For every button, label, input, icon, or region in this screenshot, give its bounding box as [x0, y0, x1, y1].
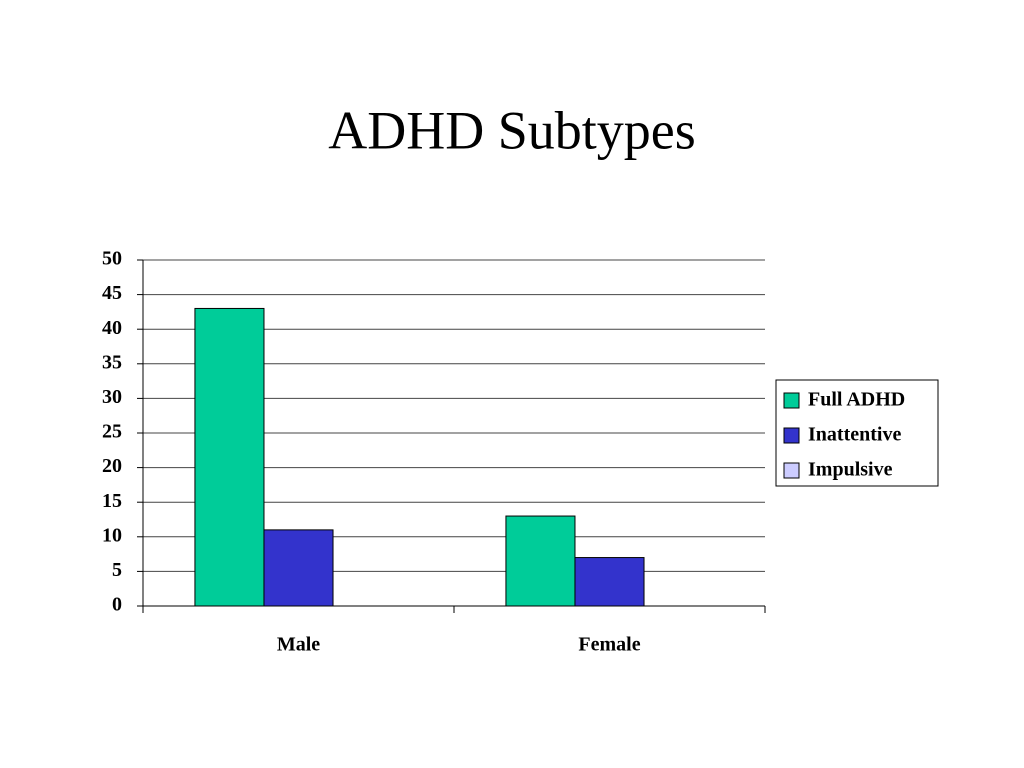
legend-swatch — [783, 427, 800, 444]
y-tick-label: 0 — [112, 594, 122, 616]
legend-swatch — [783, 462, 800, 479]
bar — [505, 515, 576, 607]
legend-label: Impulsive — [808, 459, 893, 481]
y-tick-label: 10 — [102, 524, 122, 546]
y-tick-label: 35 — [102, 351, 122, 373]
y-tick-label: 15 — [102, 490, 122, 512]
x-tick-label: Female — [578, 634, 640, 656]
legend-label: Inattentive — [808, 424, 901, 446]
y-tick-label: 20 — [102, 455, 122, 477]
legend-swatch — [783, 392, 800, 409]
bar — [574, 557, 645, 607]
y-tick-label: 50 — [102, 248, 122, 270]
legend-label: Full ADHD — [808, 389, 905, 411]
bar — [263, 529, 334, 607]
y-tick-label: 45 — [102, 282, 122, 304]
y-tick-label: 40 — [102, 317, 122, 339]
legend-box — [775, 379, 939, 487]
chart-title: ADHD Subtypes — [328, 100, 696, 160]
y-tick-label: 5 — [112, 559, 122, 581]
bar — [194, 307, 265, 607]
x-tick-label: Male — [277, 634, 320, 656]
y-tick-label: 30 — [102, 386, 122, 408]
y-tick-label: 25 — [102, 421, 122, 443]
